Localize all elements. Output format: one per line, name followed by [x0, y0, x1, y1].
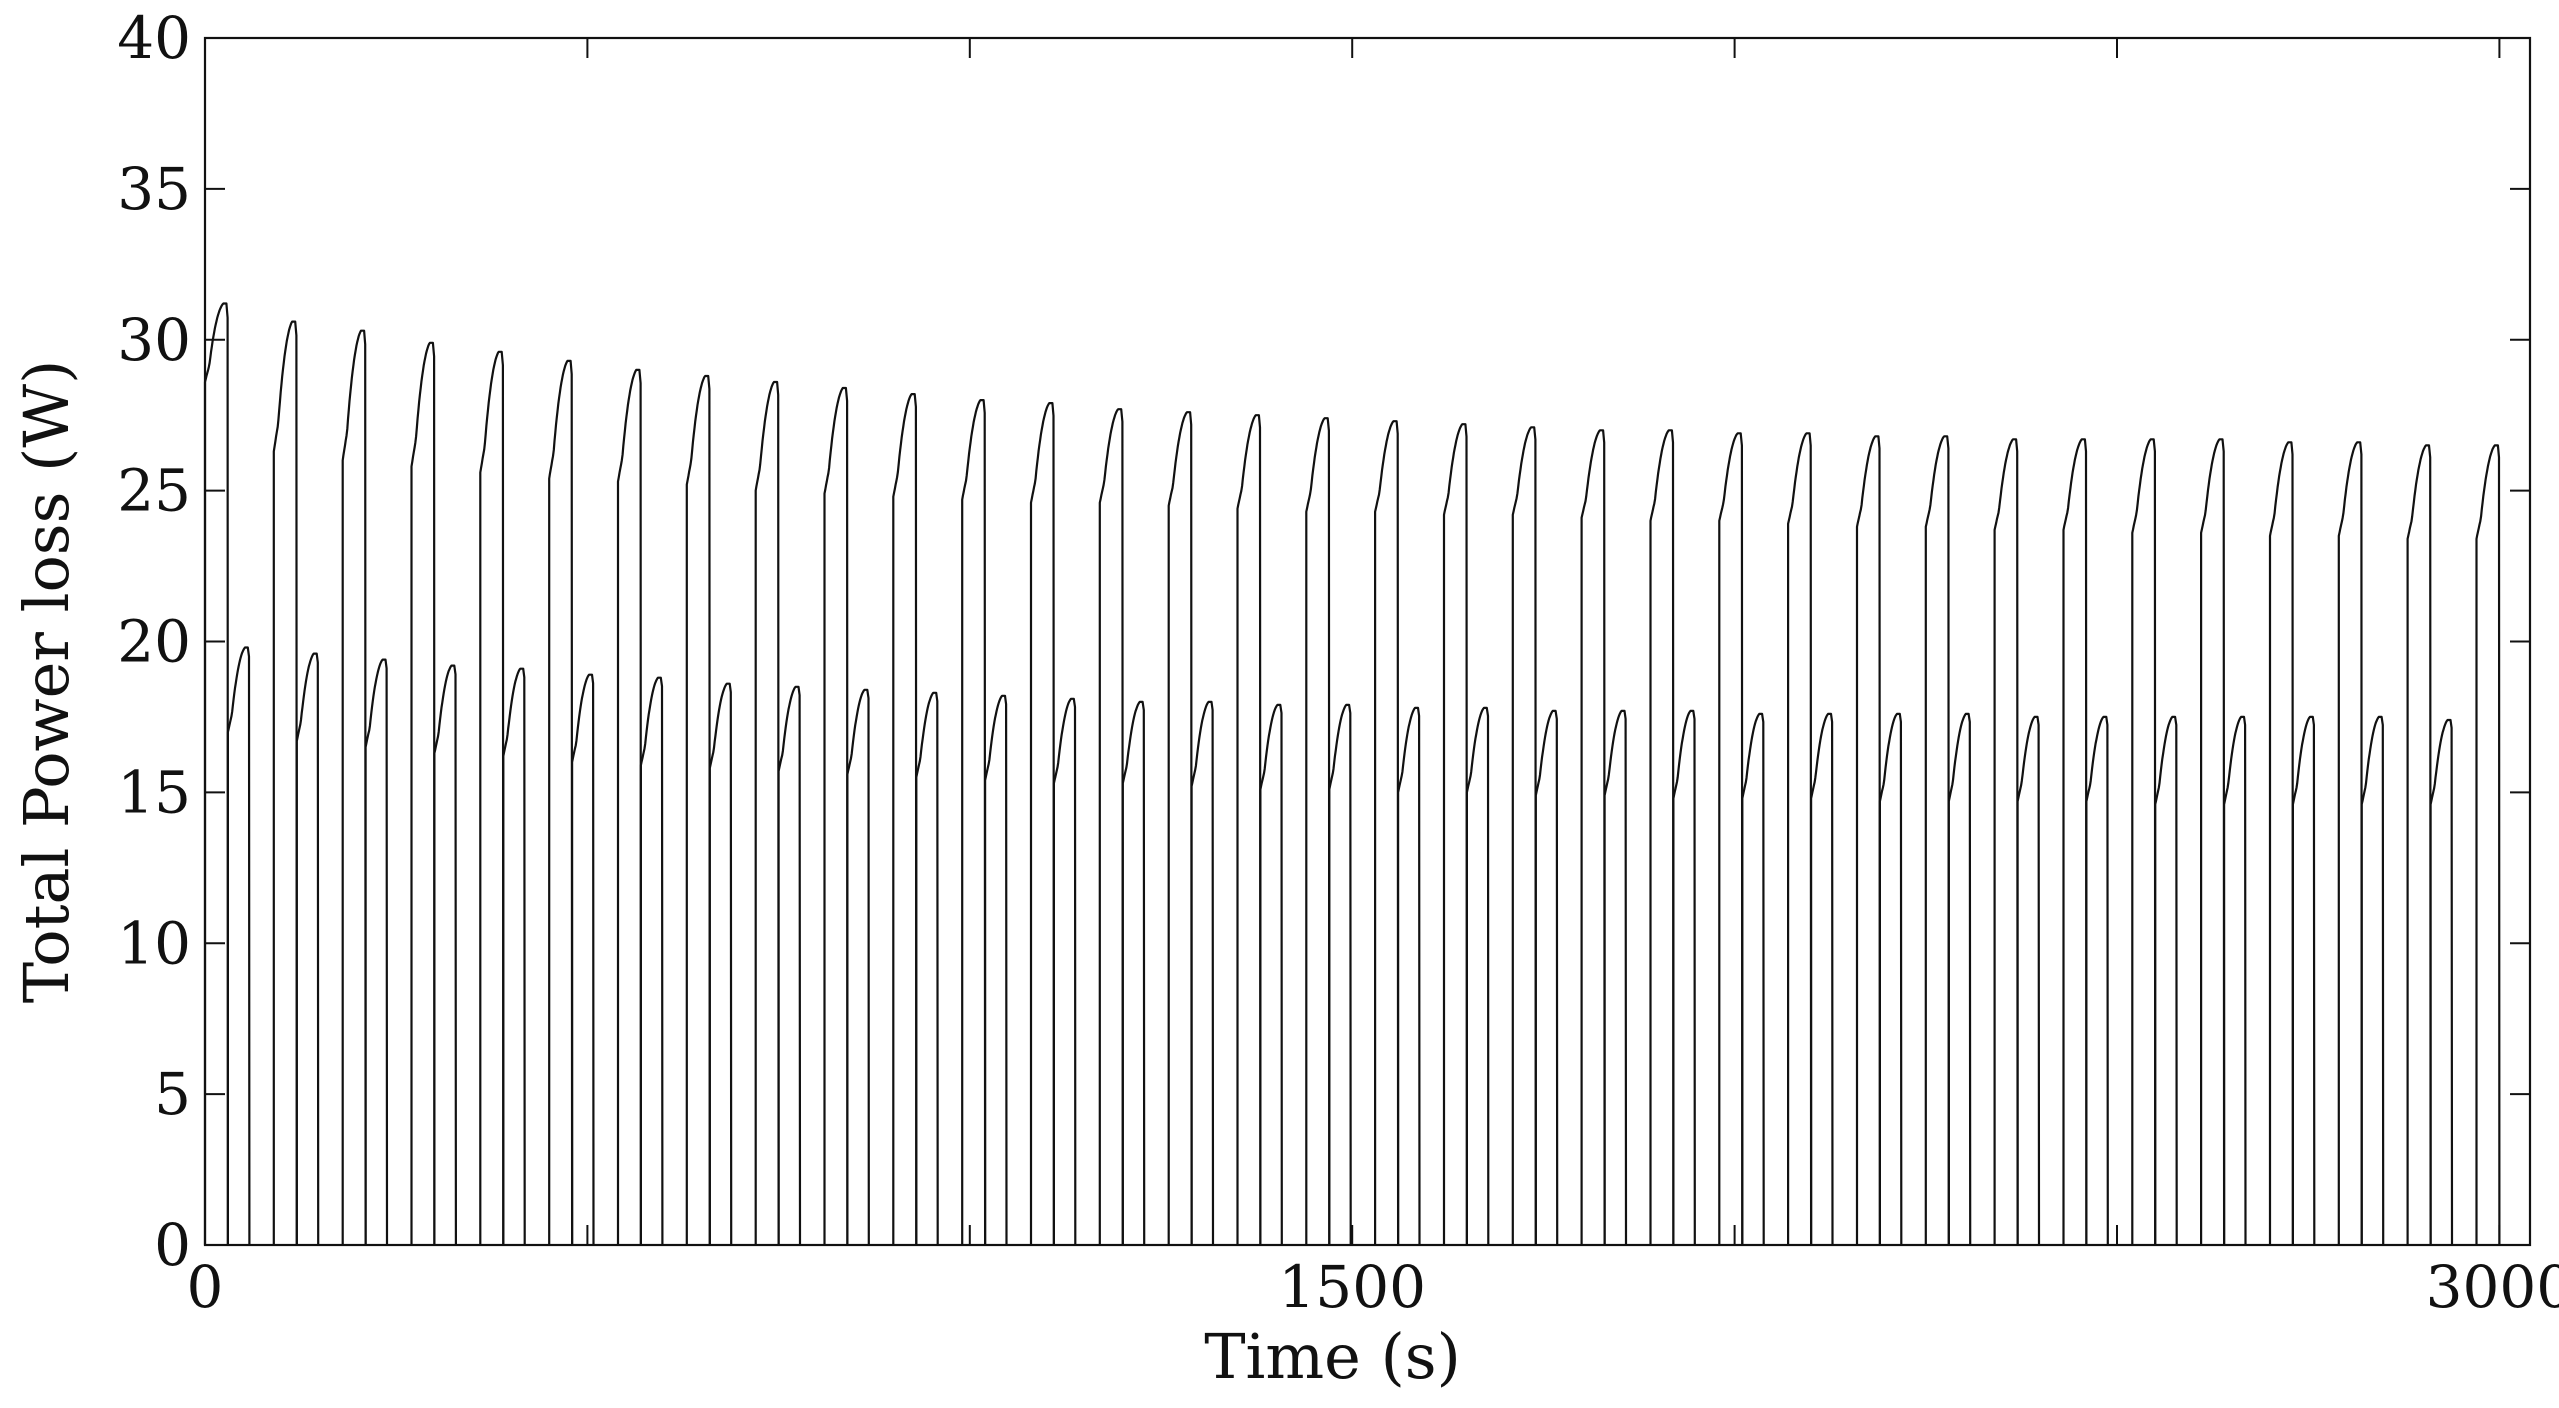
lower-pulse-segment	[984, 694, 1008, 1246]
lower-pulse-segment	[1534, 709, 1559, 1246]
upper-pulse-segment	[1649, 429, 1675, 1246]
upper-pulse-segment	[203, 302, 229, 1246]
upper-pulse-segment	[2062, 438, 2088, 1246]
lower-pulse-segment	[2085, 715, 2109, 1246]
upper-pulse-segment	[479, 350, 505, 1246]
lower-pulse-segment	[2291, 715, 2316, 1246]
upper-pulse-segment	[1855, 435, 1881, 1246]
upper-pulse-segment	[685, 374, 711, 1246]
lower-pulse-segment	[708, 682, 733, 1246]
y-tick-label: 35	[117, 155, 191, 223]
upper-pulse-segment	[341, 329, 367, 1246]
upper-pulse-segment	[1511, 426, 1537, 1246]
lower-pulse-segment	[295, 652, 320, 1246]
lower-pulse-segment	[1328, 703, 1352, 1246]
lower-pulse-segment	[571, 673, 595, 1246]
x-tick-label: 1500	[1278, 1253, 1426, 1321]
x-tick-label: 3000	[2426, 1253, 2559, 1321]
lower-pulse-segment	[2154, 715, 2178, 1246]
x-tick-label: 0	[187, 1253, 224, 1321]
lower-pulse-segment	[502, 667, 526, 1246]
lower-pulse-segment	[2016, 715, 2041, 1246]
upper-pulse-segment	[1442, 423, 1468, 1246]
upper-pulse-segment	[2337, 441, 2363, 1246]
upper-pulse-segment	[1993, 438, 2019, 1246]
y-tick-label: 0	[154, 1211, 191, 1279]
lower-pulse-segment	[1121, 700, 1146, 1246]
y-tick-label: 15	[117, 758, 191, 826]
axis-ticks	[204, 37, 2530, 1246]
upper-pulse-segment	[272, 320, 298, 1246]
lower-pulse-segment	[1947, 712, 1972, 1246]
lower-pulse-segment	[1741, 712, 1765, 1246]
upper-pulse-segment	[892, 393, 918, 1246]
upper-pulse-segment	[2475, 444, 2501, 1246]
upper-pulse-segment	[548, 359, 574, 1246]
lower-pulse-segment	[2429, 718, 2454, 1246]
upper-pulse-segment	[2200, 438, 2226, 1246]
upper-pulse-segment	[616, 368, 642, 1246]
upper-pulse-segment	[1305, 417, 1331, 1246]
upper-pulse-segment	[2131, 438, 2157, 1246]
lower-pulse-segment	[777, 685, 802, 1246]
lower-pulse-segment	[364, 658, 389, 1246]
lower-pulse-segment	[1878, 712, 1903, 1246]
upper-pulse-segment	[1029, 402, 1055, 1246]
upper-pulse-segment	[1580, 429, 1606, 1246]
lower-pulse-segment	[1603, 709, 1628, 1246]
y-tick-label: 30	[117, 306, 191, 374]
upper-pulse-segment	[2406, 444, 2432, 1246]
lower-pulse-segment	[915, 691, 939, 1246]
y-tick-label: 20	[117, 608, 191, 676]
y-tick-label: 5	[154, 1060, 191, 1128]
upper-pulse-segment	[1236, 414, 1262, 1246]
lower-pulse-segment	[2223, 715, 2247, 1246]
upper-pulse-segment	[1924, 435, 1950, 1246]
axis-tick-labels: 0 5 10 15 20 25 30 35 40 0 1500 3000	[117, 4, 2559, 1321]
upper-pulse-segment	[1167, 411, 1193, 1246]
x-axis-label: Time (s)	[1204, 1320, 1461, 1393]
lower-pulse-segment	[1810, 712, 1834, 1246]
lower-pulse-segment	[433, 664, 457, 1246]
upper-pulse-segment	[1374, 420, 1400, 1246]
lower-pulse-segment	[1672, 709, 1696, 1246]
lower-pulse-segment	[846, 688, 870, 1246]
upper-pulse-segment	[2268, 441, 2294, 1246]
upper-pulse-segment	[754, 380, 780, 1246]
plot-lines	[203, 302, 2501, 1246]
upper-pulse-segment	[1098, 408, 1124, 1246]
lower-pulse-segment	[1190, 700, 1215, 1246]
upper-pulse-segment	[1787, 432, 1813, 1246]
lower-pulse-segment	[1397, 706, 1421, 1246]
lower-pulse-segment	[1259, 703, 1283, 1246]
y-tick-label: 25	[117, 457, 191, 525]
y-tick-label: 40	[117, 4, 191, 72]
y-axis-label: Total Power loss (W)	[10, 360, 83, 1004]
upper-pulse-segment	[823, 386, 849, 1246]
lower-pulse-segment	[1465, 706, 1490, 1246]
upper-pulse-segment	[1718, 432, 1744, 1246]
lower-pulse-segment	[226, 646, 251, 1246]
upper-pulse-segment	[410, 341, 436, 1246]
lower-pulse-segment	[2360, 715, 2385, 1246]
upper-pulse-segment	[961, 399, 987, 1246]
lower-pulse-segment	[639, 676, 664, 1246]
lower-pulse-segment	[1052, 697, 1077, 1246]
y-tick-label: 10	[117, 909, 191, 977]
